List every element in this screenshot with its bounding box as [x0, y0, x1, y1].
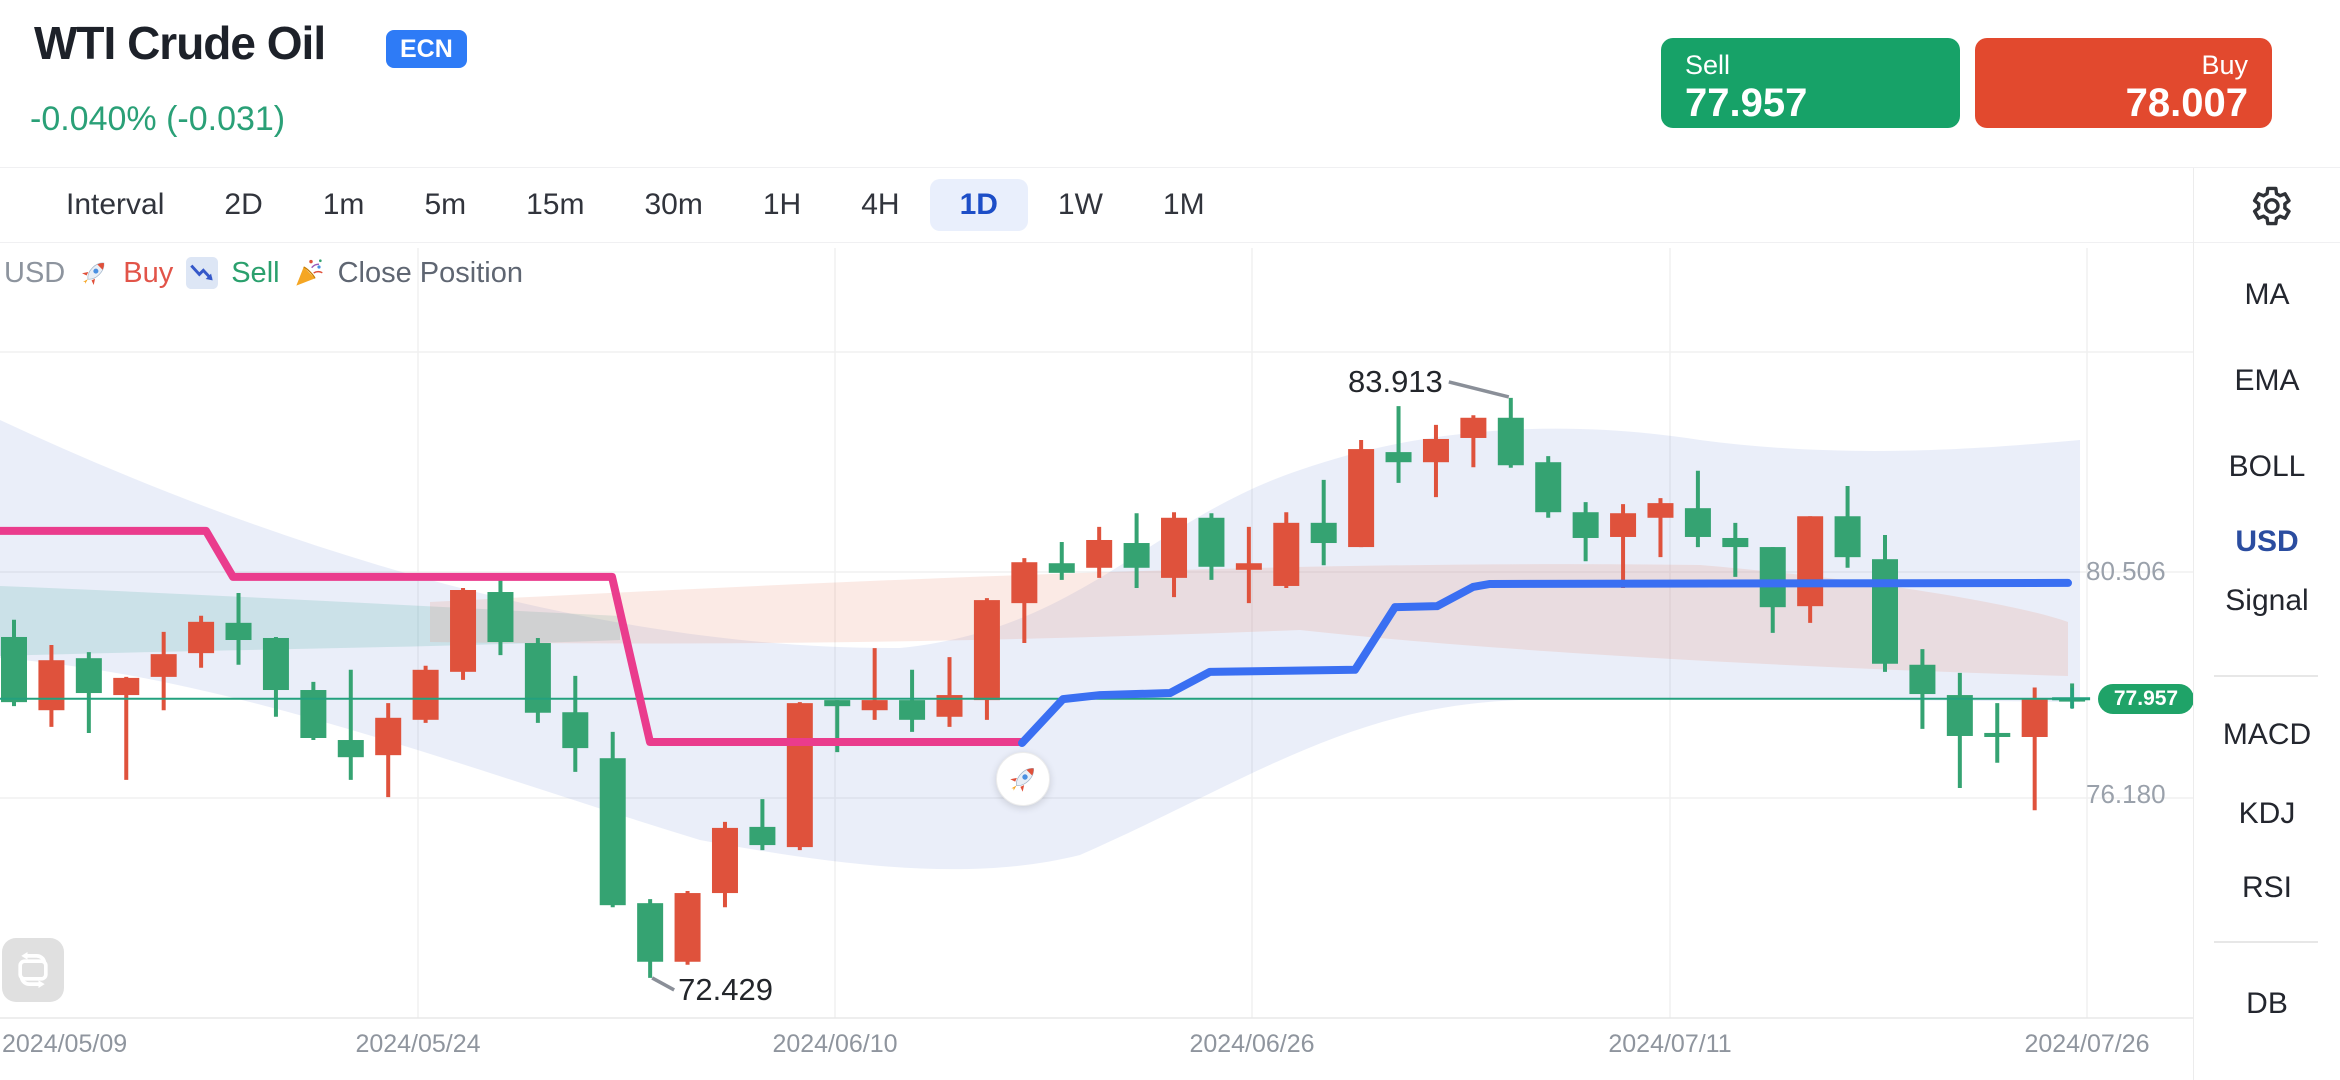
currency-label: USD: [4, 256, 66, 289]
buy-label: Buy: [2201, 50, 2248, 80]
sidebar-item-ema[interactable]: EMA: [2234, 364, 2300, 397]
sidebar-item-db[interactable]: DB: [2246, 987, 2288, 1020]
ecn-badge: ECN: [386, 30, 467, 68]
x-axis-label: 2024/05/09: [2, 1030, 128, 1058]
x-axis-label: 2024/05/24: [355, 1030, 481, 1058]
interval-label: Interval: [66, 188, 165, 221]
sidebar-item-usd[interactable]: USD: [2235, 525, 2299, 558]
tab-4H[interactable]: 4H: [861, 188, 900, 221]
tab-1D[interactable]: 1D: [929, 179, 1028, 231]
tab-2D[interactable]: 2D: [224, 188, 263, 221]
quick-trade-toolbar: USD Buy Sell: [4, 252, 523, 294]
buy-button[interactable]: Buy 78.007: [1975, 38, 2272, 128]
price-change: -0.040% (-0.031): [30, 100, 286, 138]
y-axis-label: 76.180: [2086, 779, 2166, 809]
x-axis-label: 2024/07/11: [1608, 1030, 1732, 1058]
current-price-badge: 77.957: [2098, 683, 2194, 714]
sell-button[interactable]: Sell 77.957: [1661, 38, 1960, 128]
y-axis-label: 80.506: [2086, 556, 2166, 586]
tab-5m[interactable]: 5m: [424, 188, 467, 221]
header-divider: [0, 167, 2340, 168]
sidebar-group-divider: [2214, 941, 2318, 943]
party-icon: [293, 257, 325, 289]
rocket-marker[interactable]: [996, 752, 1050, 806]
tab-1M[interactable]: 1M: [1162, 188, 1205, 221]
sidebar-item-signal[interactable]: Signal: [2225, 584, 2309, 617]
tab-1m[interactable]: 1m: [322, 188, 365, 221]
tab-1W[interactable]: 1W: [1057, 188, 1103, 221]
sidebar-group-divider: [2214, 675, 2318, 677]
gear-icon[interactable]: [2246, 182, 2294, 230]
sidebar-item-kdj[interactable]: KDJ: [2238, 797, 2296, 830]
sidebar-item-macd[interactable]: MACD: [2222, 718, 2312, 751]
toolbar-buy[interactable]: Buy: [123, 256, 174, 289]
x-axis-label: 2024/07/26: [2024, 1030, 2150, 1058]
replay-icon[interactable]: [2, 938, 64, 1002]
interval-tabs: Interval 2D 1m 5m 15m 30m 1H 4H 1D 1W 1M: [0, 168, 2190, 242]
sidebar-item-rsi[interactable]: RSI: [2241, 871, 2292, 904]
buy-price: 78.007: [2125, 81, 2248, 125]
tab-1H[interactable]: 1H: [762, 188, 802, 221]
sell-label: Sell: [1685, 50, 1731, 80]
x-axis-label: 2024/06/10: [772, 1030, 898, 1058]
chart-down-icon: [186, 257, 219, 289]
page-title: WTI Crude Oil: [34, 17, 326, 69]
sell-price: 77.957: [1685, 81, 1808, 125]
tab-15m[interactable]: 15m: [526, 188, 585, 221]
chart-canvas[interactable]: [0, 243, 2190, 1018]
tabs-divider: [0, 242, 2340, 243]
rocket-icon: [78, 257, 110, 289]
x-axis-label: 2024/06/26: [1189, 1030, 1315, 1058]
sidebar-item-boll[interactable]: BOLL: [2228, 450, 2306, 483]
toolbar-sell[interactable]: Sell: [231, 256, 280, 289]
sidebar-divider: [2193, 168, 2194, 1080]
sidebar-item-ma[interactable]: MA: [2244, 278, 2290, 311]
toolbar-close-position[interactable]: Close Position: [337, 256, 523, 289]
tab-30m[interactable]: 30m: [644, 188, 703, 221]
